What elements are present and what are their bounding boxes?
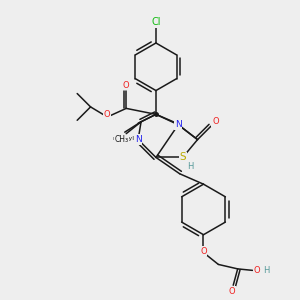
Text: Cl: Cl bbox=[151, 17, 161, 27]
Text: O: O bbox=[228, 287, 235, 296]
Text: N: N bbox=[135, 135, 142, 144]
Text: methyl: methyl bbox=[112, 136, 134, 141]
Text: O: O bbox=[254, 266, 260, 275]
Text: S: S bbox=[179, 152, 186, 162]
Text: H: H bbox=[187, 162, 193, 171]
Text: O: O bbox=[123, 81, 130, 90]
Text: H: H bbox=[263, 266, 269, 275]
Text: N: N bbox=[175, 120, 181, 129]
Text: O: O bbox=[103, 110, 110, 119]
Text: O: O bbox=[200, 247, 207, 256]
Text: CH₃: CH₃ bbox=[115, 135, 129, 144]
Text: O: O bbox=[212, 117, 219, 126]
